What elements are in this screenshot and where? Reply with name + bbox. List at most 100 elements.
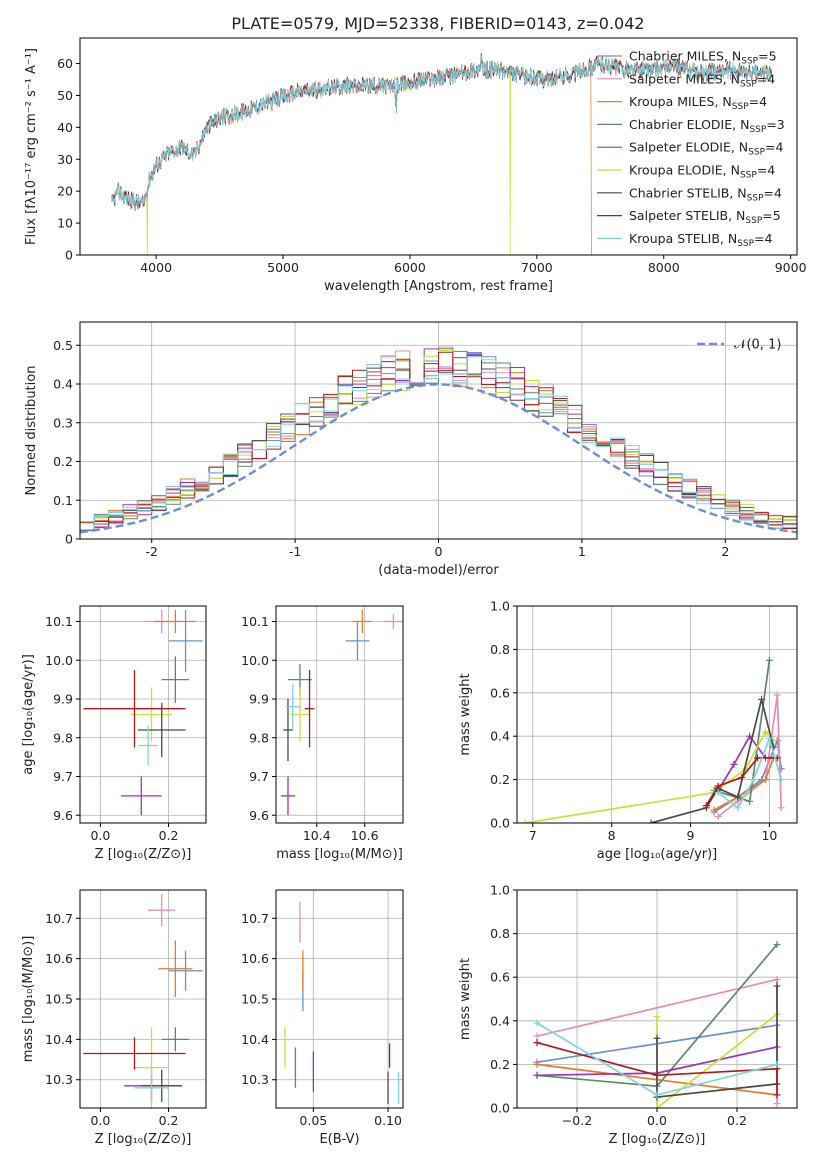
y-tick-label: 9.8 xyxy=(53,730,73,745)
mass-weight-marker xyxy=(653,1012,661,1020)
mass-weight-line xyxy=(650,699,775,823)
y-tick-label: 10.4 xyxy=(45,1032,73,1047)
x-tick-label: 0.2 xyxy=(727,1113,747,1128)
y-tick-label: 10.5 xyxy=(45,992,73,1007)
x-tick-label: 10 xyxy=(761,828,777,843)
x-tick-label: 8000 xyxy=(648,260,680,275)
y-tick-label: 10 xyxy=(57,216,73,231)
x-tick-label: 9000 xyxy=(775,260,807,275)
x-axis-label: Z [log₁₀(Z/Z⊙)] xyxy=(95,1132,192,1147)
x-tick-label: 0.0 xyxy=(90,1113,110,1128)
panel-age_vs_mass: 10.4 10.6 9.6 9.7 9.8 9.9 10.0 10.1 mass [log₁₀(… xyxy=(241,605,404,862)
y-tick-label: 10.0 xyxy=(45,653,73,668)
plot-area xyxy=(533,941,781,1108)
histogram-series xyxy=(80,355,797,539)
x-tick-label: 0.10 xyxy=(374,1113,402,1128)
mass-weight-marker xyxy=(777,804,785,812)
y-tick-label: 0 xyxy=(65,532,73,547)
mass-weight-marker xyxy=(533,1032,541,1040)
x-tick-label: 0.0 xyxy=(647,1113,667,1128)
y-tick-label: 9.7 xyxy=(249,769,269,784)
y-axis-label: mass weight xyxy=(458,958,473,1040)
y-tick-label: 10.0 xyxy=(241,653,269,668)
plot-area xyxy=(83,609,203,816)
plot-area xyxy=(83,894,203,1108)
axes-frame xyxy=(79,321,798,540)
x-tick-label: 9 xyxy=(687,828,695,843)
legend-entry: 𝒩(0, 1) xyxy=(734,338,781,353)
plot-area xyxy=(80,346,797,539)
y-tick-label: 9.8 xyxy=(249,730,269,745)
mass-weight-marker xyxy=(521,819,529,823)
y-tick-label: 10.4 xyxy=(241,1032,269,1047)
y-tick-label: 0.8 xyxy=(490,642,510,657)
x-axis-label: Z [log₁₀(Z/Z⊙)] xyxy=(609,1132,706,1147)
mass-weight-line xyxy=(524,730,774,823)
x-tick-label: 0.2 xyxy=(159,1113,179,1128)
y-axis-label: Normed distribution xyxy=(24,366,39,496)
y-tick-label: 9.9 xyxy=(53,692,73,707)
mass-weight-marker xyxy=(773,1060,781,1068)
mass-weight-marker xyxy=(730,760,738,768)
mass-weight-marker xyxy=(533,1039,541,1047)
x-axis-label: age [log₁₀(age/yr)] xyxy=(597,847,718,862)
axes-frame xyxy=(275,889,404,1109)
y-tick-label: 10.3 xyxy=(45,1072,73,1087)
x-tick-label: -2 xyxy=(145,544,157,559)
y-tick-label: 0.1 xyxy=(53,493,73,508)
y-tick-label: 10.3 xyxy=(241,1072,269,1087)
spectrum-legend: Chabrier MILES, NSSP=5 Salpeter MILES, NS… xyxy=(597,49,785,249)
plot-area xyxy=(111,52,772,255)
mass-weight-marker xyxy=(714,782,722,790)
mass-weight-marker xyxy=(738,773,746,781)
x-tick-label: 10.6 xyxy=(351,828,379,843)
y-tick-label: 10.7 xyxy=(45,911,73,926)
plot-area xyxy=(284,902,400,1104)
mass-weight-marker xyxy=(773,1091,781,1099)
x-tick-label: 10.4 xyxy=(303,828,331,843)
x-tick-label: 6000 xyxy=(394,260,426,275)
mass-weight-line xyxy=(656,985,778,1099)
x-tick-label: 0.05 xyxy=(299,1113,327,1128)
spectrum-series-line xyxy=(111,54,772,211)
y-tick-label: 10.1 xyxy=(45,614,73,629)
figure-title: PLATE=0579, MJD=52338, FIBERID=0143, z=0… xyxy=(231,14,644,33)
mass-weight-marker xyxy=(533,1060,541,1068)
y-tick-label: 10.6 xyxy=(241,951,269,966)
y-tick-label: 1.0 xyxy=(490,883,510,898)
mass-weight-marker xyxy=(773,982,781,990)
x-tick-label: 0.2 xyxy=(159,828,179,843)
y-tick-label: 10.6 xyxy=(45,951,73,966)
y-tick-label: 0.3 xyxy=(53,415,73,430)
x-tick-label: 5000 xyxy=(267,260,299,275)
x-tick-label: 4000 xyxy=(140,260,172,275)
y-tick-label: 10.5 xyxy=(241,992,269,1007)
y-tick-label: 0.2 xyxy=(490,772,510,787)
x-tick-label: -1 xyxy=(289,544,301,559)
y-tick-label: 0.5 xyxy=(53,338,73,353)
y-axis-label: mass [log₁₀(M/M⊙)] xyxy=(21,936,36,1063)
x-tick-label: 0 xyxy=(435,544,443,559)
mass-weight-marker xyxy=(734,804,742,812)
y-axis-label: mass weight xyxy=(458,673,473,755)
x-axis-label: mass [log₁₀(M/M⊙)] xyxy=(276,847,403,862)
mass-weight-marker xyxy=(758,695,766,703)
mass-weight-marker xyxy=(533,1019,541,1027)
y-tick-label: 9.9 xyxy=(249,692,269,707)
y-tick-label: 9.6 xyxy=(53,808,73,823)
y-tick-label: 40 xyxy=(57,120,73,135)
y-tick-label: 0.4 xyxy=(490,1013,510,1028)
y-tick-label: 0.2 xyxy=(53,454,73,469)
mass-weight-marker xyxy=(765,656,773,664)
y-tick-label: 9.7 xyxy=(53,769,73,784)
axes-frame xyxy=(79,37,798,256)
legend-entry: Salpeter MILES, NSSP=4 xyxy=(629,71,775,89)
panel-residual_hist: -2 -1 0 1 2 0 0.1 0.2 0.3 0.4 0.5 (data-model)/erro… xyxy=(24,321,798,578)
panel-age_vs_Z: 0.0 0.2 9.6 9.7 9.8 9.9 10.0 10.1 Z [log₁₀(Z/Z⊙)… xyxy=(21,605,207,862)
x-tick-label: 0.0 xyxy=(90,828,110,843)
plot-area xyxy=(280,609,403,816)
x-tick-label: 8 xyxy=(608,828,616,843)
y-tick-label: 0.2 xyxy=(490,1057,510,1072)
y-tick-label: 60 xyxy=(57,56,73,71)
